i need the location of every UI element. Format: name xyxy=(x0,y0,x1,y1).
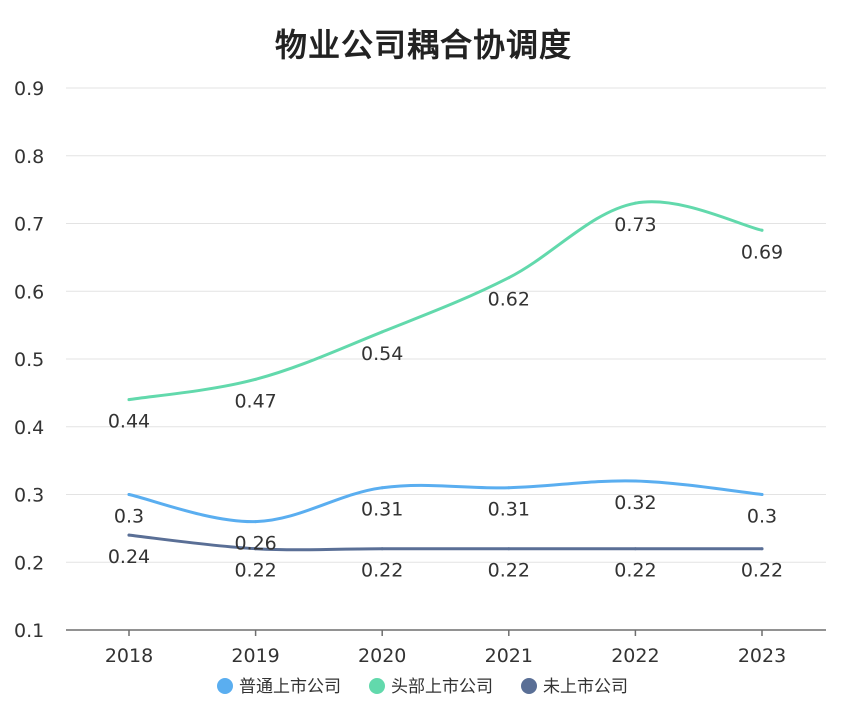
y-tick-label: 0.8 xyxy=(14,146,44,168)
data-label: 0.3 xyxy=(747,506,777,528)
data-point xyxy=(633,479,637,483)
y-tick-label: 0.4 xyxy=(14,417,44,439)
x-tick-label: 2023 xyxy=(738,645,786,667)
data-point xyxy=(127,493,131,496)
y-tick-label: 0.3 xyxy=(14,485,44,507)
data-label: 0.22 xyxy=(741,560,783,582)
grid-lines xyxy=(66,87,826,563)
data-label: 0.32 xyxy=(614,492,656,514)
y-tick-label: 0.2 xyxy=(14,552,44,574)
data-label: 0.31 xyxy=(361,499,403,521)
data-point xyxy=(127,398,131,402)
data-point xyxy=(760,547,764,551)
data-label: 0.22 xyxy=(488,560,530,582)
x-tick-label: 2018 xyxy=(105,645,153,667)
y-tick-label: 0.1 xyxy=(14,620,44,642)
x-tick-label: 2019 xyxy=(231,645,279,667)
x-tick-label: 2020 xyxy=(358,645,406,667)
data-label: 0.31 xyxy=(488,499,530,521)
data-point xyxy=(633,201,637,205)
y-tick-label: 0.9 xyxy=(14,78,44,100)
data-point xyxy=(380,330,384,334)
data-label: 0.62 xyxy=(488,289,530,311)
data-label: 0.47 xyxy=(234,390,276,412)
data-point xyxy=(127,533,131,537)
data-label: 0.3 xyxy=(114,506,144,528)
legend: 普通上市公司 头部上市公司 未上市公司 xyxy=(217,677,628,697)
legend-marker[interactable] xyxy=(369,678,385,694)
data-label: 0.22 xyxy=(234,560,276,582)
data-label: 0.73 xyxy=(614,214,656,236)
series-lines xyxy=(127,200,764,552)
legend-label[interactable]: 普通上市公司 xyxy=(239,677,341,697)
data-label: 0.69 xyxy=(741,241,783,263)
data-label: 0.54 xyxy=(361,343,403,365)
data-label: 0.26 xyxy=(234,533,276,555)
data-point xyxy=(507,486,511,490)
data-point xyxy=(380,547,384,551)
y-tick-label: 0.5 xyxy=(14,349,44,371)
x-tick-label: 2022 xyxy=(611,645,659,667)
series-line xyxy=(127,533,764,552)
data-point xyxy=(254,520,258,524)
data-point xyxy=(380,486,384,490)
data-point xyxy=(507,547,511,551)
legend-label[interactable]: 头部上市公司 xyxy=(391,677,493,697)
data-point xyxy=(760,228,764,232)
series-line xyxy=(127,479,764,524)
data-label: 0.24 xyxy=(108,546,150,568)
legend-marker[interactable] xyxy=(521,678,537,694)
data-point xyxy=(633,547,637,551)
chart-title: 物业公司耦合协调度 xyxy=(274,26,572,64)
data-label: 0.44 xyxy=(108,411,150,433)
legend-label[interactable]: 未上市公司 xyxy=(543,677,628,697)
data-label: 0.22 xyxy=(614,560,656,582)
data-label: 0.22 xyxy=(361,560,403,582)
y-tick-label: 0.6 xyxy=(14,281,44,303)
data-point xyxy=(507,276,511,280)
x-tick-label: 2021 xyxy=(485,645,533,667)
data-point xyxy=(760,493,764,496)
series-line xyxy=(127,200,764,402)
legend-marker[interactable] xyxy=(217,678,233,694)
data-point xyxy=(254,377,258,381)
axes: 0.1 0.2 0.3 0.4 0.5 0.6 0.7 0.8 0.9 2018 2019 2020 2… xyxy=(14,78,826,667)
data-point xyxy=(254,547,258,551)
y-tick-label: 0.7 xyxy=(14,214,44,236)
data-labels: 0.3 0.26 0.31 0.31 0.32 0.3 0.44 0.47 0.54 0.62 0.… xyxy=(108,214,783,582)
